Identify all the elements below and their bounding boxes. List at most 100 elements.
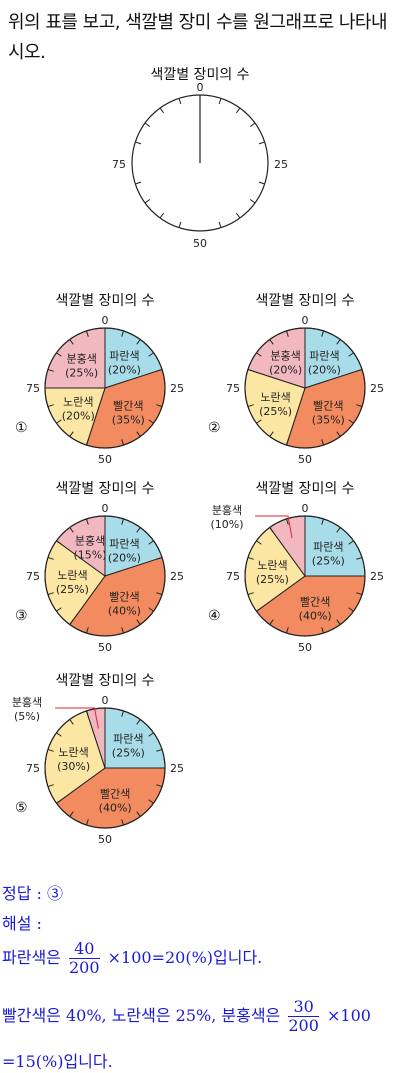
tick-mark bbox=[269, 431, 274, 437]
chart-title: 색깔별 장미의 수 bbox=[255, 481, 355, 497]
tick-mark bbox=[148, 607, 154, 612]
slice-name: 파란색 bbox=[313, 541, 343, 554]
slice-name: 빨간색 bbox=[113, 399, 143, 412]
label-leader bbox=[55, 707, 99, 729]
slice-percent: (25%) bbox=[312, 555, 345, 568]
tick-mark bbox=[256, 352, 262, 357]
tick-mark bbox=[85, 627, 89, 634]
tick-label: 75 bbox=[26, 570, 40, 583]
pie-outline bbox=[244, 327, 366, 449]
tick-mark bbox=[69, 811, 74, 817]
slice-percent: (5%) bbox=[14, 710, 40, 723]
tick-mark bbox=[269, 527, 274, 533]
tick-mark bbox=[47, 592, 54, 596]
tick-mark bbox=[321, 330, 325, 337]
tick-label: 50 bbox=[98, 833, 112, 846]
option-number: ⑤ bbox=[15, 800, 28, 816]
explanation-line-2: 빨간색은 40%, 노란색은 25%, 분홍색은 30 200 ×100 bbox=[2, 998, 371, 1035]
tick-mark bbox=[85, 819, 89, 826]
tick-label: 25 bbox=[274, 158, 288, 171]
slice-name: 파란색 bbox=[109, 349, 139, 362]
tick-mark bbox=[285, 330, 289, 337]
fraction-2: 30 200 bbox=[288, 998, 319, 1035]
tick-label: 50 bbox=[298, 453, 312, 466]
tick-mark bbox=[121, 518, 125, 525]
tick-label: 0 bbox=[102, 694, 109, 707]
slice-percent: (10%) bbox=[210, 518, 243, 531]
tick-mark bbox=[136, 719, 141, 725]
tick-mark bbox=[56, 799, 62, 804]
pie-outline bbox=[44, 515, 166, 637]
tick-mark bbox=[148, 352, 154, 357]
tick-mark bbox=[136, 431, 141, 437]
tick-mark bbox=[144, 199, 151, 204]
slice-name: 빨간색 bbox=[300, 595, 330, 608]
tick-mark bbox=[148, 419, 154, 424]
tick-mark bbox=[218, 98, 222, 105]
tick-mark bbox=[121, 710, 125, 717]
tick-mark bbox=[121, 627, 125, 634]
tick-mark bbox=[69, 339, 74, 345]
tick-label: 75 bbox=[26, 762, 40, 775]
pie-outline bbox=[244, 515, 366, 637]
tick-mark bbox=[321, 627, 325, 634]
slice-name: 빨간색 bbox=[100, 787, 130, 800]
tick-mark bbox=[47, 368, 54, 372]
slice-name: 노란색 bbox=[260, 391, 290, 404]
tick-mark bbox=[356, 592, 363, 596]
chart-title: 색깔별 장미의 수 bbox=[55, 293, 155, 309]
tick-mark bbox=[156, 592, 163, 596]
slice-percent: (20%) bbox=[108, 551, 141, 564]
slice-percent: (40%) bbox=[299, 609, 332, 622]
tick-mark bbox=[249, 122, 256, 127]
tick-mark bbox=[247, 556, 254, 560]
fraction-1-num: 40 bbox=[74, 939, 95, 958]
slice-percent: (35%) bbox=[312, 413, 345, 426]
tick-mark bbox=[56, 540, 62, 545]
tick-label: 0 bbox=[302, 502, 309, 515]
tick-label: 0 bbox=[197, 81, 204, 94]
slice-name: 파란색 bbox=[109, 537, 139, 550]
tick-mark bbox=[336, 527, 341, 533]
option-number: ① bbox=[15, 420, 28, 436]
tick-mark bbox=[356, 368, 363, 372]
tick-mark bbox=[85, 330, 89, 337]
slice-name: 노란색 bbox=[257, 559, 287, 572]
tick-mark bbox=[336, 339, 341, 345]
tick-mark bbox=[258, 181, 265, 185]
slice-name: 분홍색 bbox=[12, 695, 42, 709]
tick-label: 50 bbox=[193, 237, 207, 250]
tick-label: 0 bbox=[302, 314, 309, 327]
tick-mark bbox=[135, 141, 142, 145]
tick-mark bbox=[258, 141, 265, 145]
tick-label: 75 bbox=[226, 382, 240, 395]
tick-mark bbox=[218, 221, 222, 228]
tick-mark bbox=[269, 339, 274, 345]
tick-mark bbox=[348, 607, 354, 612]
tick-mark bbox=[156, 556, 163, 560]
chart-title: 색깔별 장미의 수 bbox=[55, 481, 155, 497]
tick-mark bbox=[285, 518, 289, 525]
slice-percent: (20%) bbox=[62, 409, 95, 422]
tick-label: 75 bbox=[112, 158, 126, 171]
tick-label: 0 bbox=[102, 314, 109, 327]
pie-outline bbox=[44, 707, 166, 829]
tick-mark bbox=[178, 221, 182, 228]
tick-mark bbox=[85, 518, 89, 525]
label-leader bbox=[255, 515, 293, 539]
tick-mark bbox=[56, 732, 62, 737]
tick-mark bbox=[47, 748, 54, 752]
explanation-line-3: =15(%)입니다. bbox=[2, 1052, 113, 1071]
tick-mark bbox=[256, 607, 262, 612]
tick-mark bbox=[285, 627, 289, 634]
tick-mark bbox=[269, 619, 274, 625]
tick-label: 25 bbox=[170, 762, 184, 775]
chart-title: 색깔별 장미의 수 bbox=[255, 293, 355, 309]
tick-mark bbox=[336, 431, 341, 437]
tick-mark bbox=[247, 368, 254, 372]
fraction-2-num: 30 bbox=[293, 997, 314, 1016]
question-text: 위의 표를 보고, 색깔별 장미 수를 원그래프로 나타내시오. bbox=[8, 12, 388, 63]
option-pie-chart: 0 25 50 75 파란색(20%) 빨간색(40%) 노란색(25%) 분홍색(15%) bbox=[26, 502, 184, 654]
slice-name: 파란색 bbox=[309, 349, 339, 362]
